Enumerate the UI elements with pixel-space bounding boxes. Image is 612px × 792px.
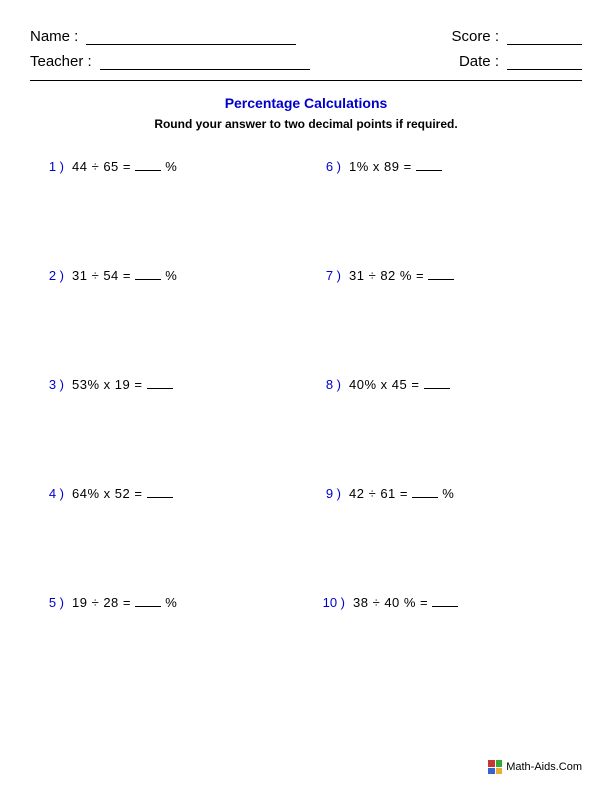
instruction-text: Round your answer to two decimal points … [30,117,582,131]
problem-4: 4 ) 64% x 52 = [38,486,305,501]
problem-text: 31 ÷ 54 = % [72,268,177,283]
teacher-label: Teacher : [30,53,92,70]
problem-text: 40% x 45 = [349,377,450,392]
problem-number: 2 ) [38,268,64,283]
problem-8: 8 ) 40% x 45 = [315,377,582,392]
answer-blank[interactable] [147,488,173,498]
footer: Math-Aids.Com [488,760,582,774]
answer-blank[interactable] [135,270,161,280]
answer-blank[interactable] [135,597,161,607]
problem-9: 9 ) 42 ÷ 61 = % [315,486,582,501]
footer-text: Math-Aids.Com [506,761,582,773]
problem-number: 1 ) [38,159,64,174]
answer-blank[interactable] [412,488,438,498]
problem-6: 6 ) 1% x 89 = [315,159,582,174]
problem-text: 64% x 52 = [72,486,173,501]
problem-5: 5 ) 19 ÷ 28 = % [38,595,305,610]
answer-blank[interactable] [147,379,173,389]
problem-number: 7 ) [315,268,341,283]
name-label: Name : [30,28,78,45]
problem-number: 9 ) [315,486,341,501]
score-blank[interactable] [507,29,582,45]
problem-1: 1 ) 44 ÷ 65 = % [38,159,305,174]
answer-blank[interactable] [428,270,454,280]
date-field: Date : [459,53,582,70]
answer-blank[interactable] [135,161,161,171]
date-label: Date : [459,53,499,70]
problem-text: 44 ÷ 65 = % [72,159,177,174]
problem-number: 8 ) [315,377,341,392]
problem-2: 2 ) 31 ÷ 54 = % [38,268,305,283]
problem-text: 1% x 89 = [349,159,442,174]
problem-text: 19 ÷ 28 = % [72,595,177,610]
problem-10: 10 ) 38 ÷ 40 % = [315,595,582,610]
date-blank[interactable] [507,54,582,70]
header-divider [30,80,582,81]
problems-grid: 1 ) 44 ÷ 65 = % 6 ) 1% x 89 = 2 ) 31 ÷ 5… [30,159,582,610]
logo-icon [488,760,502,774]
problem-3: 3 ) 53% x 19 = [38,377,305,392]
problem-number: 3 ) [38,377,64,392]
problem-number: 4 ) [38,486,64,501]
answer-blank[interactable] [432,597,458,607]
problem-7: 7 ) 31 ÷ 82 % = [315,268,582,283]
answer-blank[interactable] [424,379,450,389]
teacher-blank[interactable] [100,54,310,70]
problem-number: 6 ) [315,159,341,174]
problem-number: 10 ) [315,595,345,610]
problem-number: 5 ) [38,595,64,610]
name-blank[interactable] [86,29,296,45]
score-label: Score : [451,28,499,45]
score-field: Score : [451,28,582,45]
problem-text: 38 ÷ 40 % = [353,595,458,610]
worksheet-title: Percentage Calculations [30,95,582,111]
teacher-field: Teacher : [30,53,310,70]
name-field: Name : [30,28,296,45]
problem-text: 31 ÷ 82 % = [349,268,454,283]
answer-blank[interactable] [416,161,442,171]
problem-text: 42 ÷ 61 = % [349,486,454,501]
problem-text: 53% x 19 = [72,377,173,392]
